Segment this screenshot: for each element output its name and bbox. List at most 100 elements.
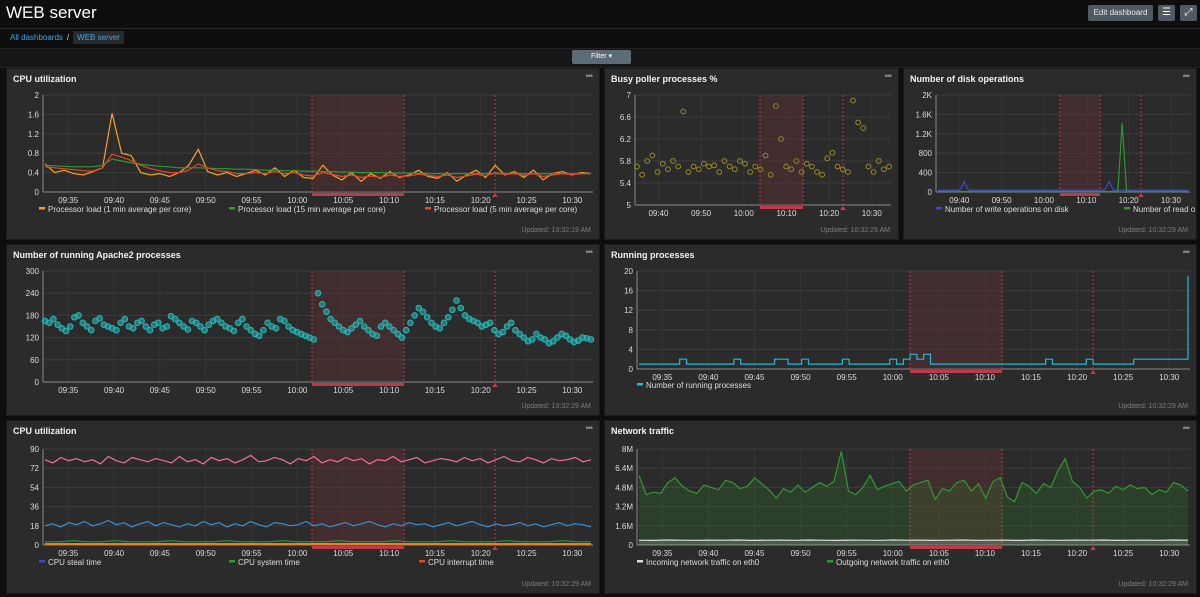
x-tick-label: 10:30 — [1159, 549, 1180, 558]
problem-bar — [910, 370, 1002, 373]
filter-label: Filter — [590, 53, 607, 60]
x-tick-label: 10:20 — [471, 386, 492, 395]
data-point — [360, 323, 368, 330]
problem-highlight — [312, 95, 404, 192]
more-icon[interactable]: ••• — [1182, 247, 1191, 257]
x-tick-label: 10:10 — [1076, 196, 1097, 205]
x-tick-label: 09:55 — [837, 549, 858, 558]
data-point — [587, 336, 595, 343]
panel-title: Running processes — [611, 250, 695, 260]
series-line — [938, 123, 1188, 193]
data-point — [461, 312, 469, 319]
x-tick-label: 10:25 — [517, 196, 538, 205]
y-tick-label: 800 — [919, 149, 933, 158]
more-icon[interactable]: ••• — [1182, 423, 1191, 433]
filter-button[interactable]: Filter ▾ — [572, 50, 631, 64]
data-point — [247, 326, 255, 334]
data-point — [394, 330, 402, 338]
more-icon[interactable]: ••• — [585, 71, 594, 81]
data-point — [117, 319, 124, 327]
x-tick-label: 10:00 — [883, 549, 904, 558]
more-icon[interactable]: ••• — [884, 71, 893, 81]
legend-label: Processor load (1 min average per core) — [48, 205, 192, 214]
cpu-utilization-chart: 0 0.4 0.8 1.2 1.6 2 09:35 09:40 09:45 09:50 09:55 1… — [28, 91, 593, 214]
data-point — [45, 319, 53, 327]
x-tick-label: 09:55 — [242, 386, 263, 395]
legend-label: CPU steal time — [48, 558, 102, 567]
problem-highlight — [312, 449, 404, 545]
data-point — [685, 169, 692, 175]
data-point — [121, 315, 129, 323]
data-point — [155, 319, 162, 327]
updated-timestamp: Updated: 10:32:29 AM — [1118, 227, 1188, 234]
data-point — [839, 166, 846, 173]
legend-swatch — [1124, 207, 1130, 210]
data-point — [865, 163, 872, 170]
data-point — [310, 336, 318, 343]
data-point — [390, 326, 397, 334]
x-tick-label: 10:05 — [929, 373, 950, 382]
data-point — [453, 297, 460, 304]
x-tick-label: 09:35 — [58, 386, 79, 395]
data-point — [554, 334, 561, 341]
series-area — [639, 540, 1188, 545]
data-point — [201, 326, 208, 334]
x-tick-label: 09:35 — [58, 549, 79, 558]
x-tick-label: 10:30 — [862, 209, 883, 218]
legend-swatch — [39, 207, 45, 210]
data-point — [680, 108, 687, 115]
data-point — [327, 315, 334, 323]
y-tick-label: 5.4 — [620, 179, 632, 188]
data-point — [788, 166, 795, 173]
y-tick-label: 4 — [629, 345, 634, 354]
y-tick-label: 5.8 — [620, 157, 632, 166]
collapse-icon[interactable]: ⤢ — [1180, 5, 1197, 21]
x-tick-label: 10:05 — [333, 386, 354, 395]
data-point — [747, 169, 754, 175]
breadcrumb-current[interactable]: WEB server — [73, 31, 124, 44]
more-icon[interactable]: ••• — [1182, 71, 1191, 81]
y-tick-label: 400 — [919, 169, 933, 178]
data-point — [860, 125, 867, 131]
data-point — [778, 136, 784, 142]
legend-label: CPU interrupt time — [428, 558, 494, 567]
data-point — [829, 149, 836, 156]
x-tick-label: 10:00 — [287, 549, 308, 558]
data-point — [213, 315, 221, 323]
x-tick-label: 10:10 — [379, 549, 400, 558]
event-marker-icon — [1138, 193, 1144, 197]
network-traffic-chart: 0 1.6M 3.2M 4.8M 6.4M 8M 09:35 09:40 09:45 09:50 0… — [615, 445, 1190, 567]
data-point — [436, 325, 444, 332]
x-tick-label: 09:40 — [648, 209, 669, 218]
y-tick-label: 1.6M — [615, 522, 633, 531]
x-tick-label: 09:35 — [58, 196, 79, 205]
more-icon[interactable]: ••• — [585, 247, 594, 257]
breadcrumb: All dashboards / WEB server — [10, 31, 124, 44]
more-icon[interactable]: ••• — [585, 423, 594, 433]
y-tick-label: 7 — [627, 91, 632, 100]
data-point — [407, 319, 414, 327]
x-tick-label: 09:45 — [744, 549, 765, 558]
data-point — [260, 326, 267, 334]
x-tick-label: 09:40 — [949, 196, 970, 205]
data-point — [239, 315, 246, 323]
data-point — [886, 163, 892, 170]
x-tick-label: 10:15 — [1021, 549, 1042, 558]
x-tick-label: 10:10 — [776, 209, 797, 218]
data-point — [752, 163, 759, 170]
legend-swatch — [827, 560, 833, 563]
data-point — [234, 319, 242, 327]
data-point — [793, 158, 800, 164]
y-tick-label: 0 — [35, 188, 40, 197]
breadcrumb-all-dashboards[interactable]: All dashboards — [10, 33, 63, 42]
x-tick-label: 10:20 — [1119, 196, 1140, 205]
data-point — [192, 319, 200, 327]
x-tick-label: 10:15 — [1021, 373, 1042, 382]
data-point — [803, 160, 810, 167]
x-tick-label: 09:40 — [698, 549, 719, 558]
data-point — [675, 163, 682, 170]
y-tick-label: 0 — [35, 541, 40, 550]
hamburger-icon[interactable]: ☰ — [1158, 5, 1175, 21]
x-tick-label: 09:50 — [196, 386, 217, 395]
edit-dashboard-button[interactable]: Edit dashboard — [1088, 5, 1153, 21]
